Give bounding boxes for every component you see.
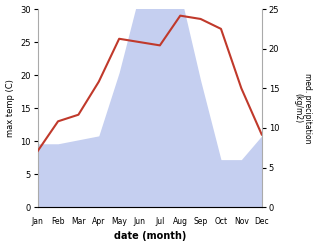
X-axis label: date (month): date (month) bbox=[114, 231, 186, 242]
Y-axis label: max temp (C): max temp (C) bbox=[5, 79, 15, 137]
Y-axis label: med. precipitation
(kg/m2): med. precipitation (kg/m2) bbox=[293, 73, 313, 143]
